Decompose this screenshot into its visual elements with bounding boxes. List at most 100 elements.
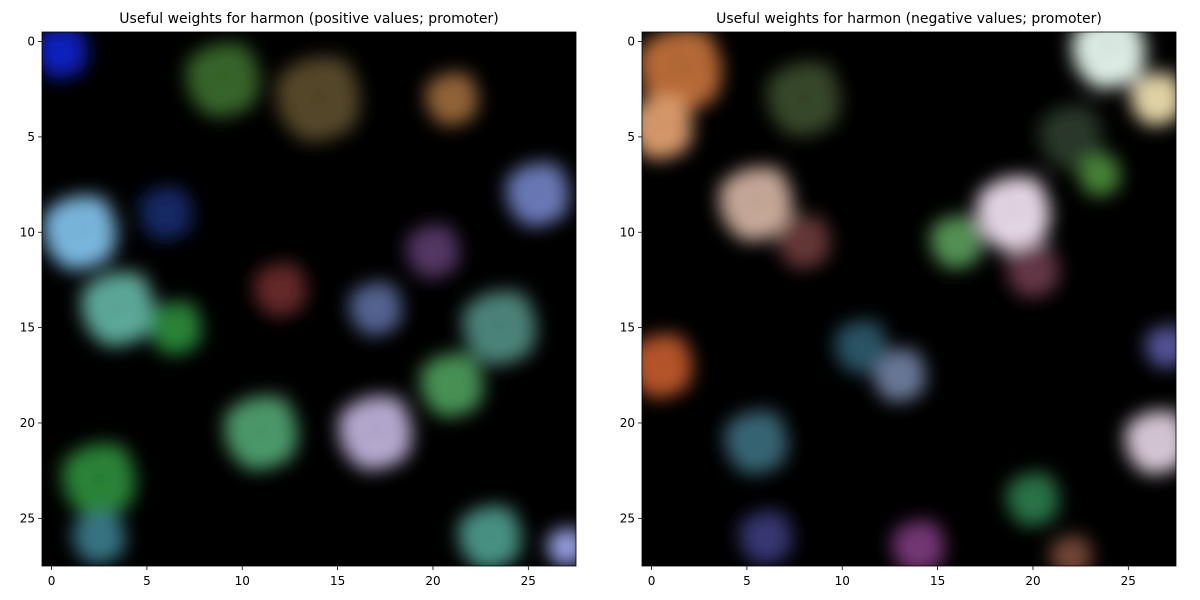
heatmap-region-16-speckle-1 xyxy=(491,535,521,565)
x-tick-label-15: 15 xyxy=(930,574,945,588)
heatmap-region-17-speckle-0 xyxy=(546,532,564,550)
heatmap-region-8-speckle-1 xyxy=(501,325,535,359)
heatmap-region-14-speckle-1 xyxy=(662,364,691,393)
heatmap-region-0-speckle-0 xyxy=(42,32,58,56)
heatmap-region-19-speckle-3 xyxy=(764,509,789,534)
heatmap-region-13-speckle-0 xyxy=(222,404,256,439)
heatmap-region-2-speckle-2 xyxy=(291,105,330,143)
x-tick-label-5: 5 xyxy=(143,574,151,588)
plot-frame xyxy=(41,31,577,567)
heatmap-region-14-speckle-0 xyxy=(60,452,94,486)
heatmap-region-12-speckle-2 xyxy=(882,379,907,403)
heatmap-region-18-speckle-2 xyxy=(415,255,440,279)
heatmap-region-16-speckle-2 xyxy=(469,542,499,566)
heatmap-region-13-speckle-2 xyxy=(844,350,868,375)
heatmap-region-3-speckle-2 xyxy=(1085,56,1119,90)
heatmap-region-12-speckle-3 xyxy=(898,347,922,372)
heatmap-region-19-speckle-1 xyxy=(767,536,791,560)
heatmap-regions xyxy=(642,32,1176,566)
heatmap-region-6-speckle-2 xyxy=(732,209,766,243)
heatmap-region-4-speckle-2 xyxy=(56,237,90,271)
heatmap-region-13-speckle-3 xyxy=(259,393,293,427)
heatmap-region-19-speckle-3 xyxy=(164,185,189,210)
y-tick-label-5: 5 xyxy=(627,130,635,144)
heatmap-region-17-speckle-3 xyxy=(565,527,576,545)
heatmap-region-7-speckle-0 xyxy=(147,307,172,332)
heatmap-region-17-speckle-1 xyxy=(1034,497,1058,522)
heatmap-region-15-speckle-0 xyxy=(723,418,752,447)
y-tick-label-25: 25 xyxy=(20,511,35,525)
heatmap-region-18-speckle-1 xyxy=(919,545,944,566)
heatmap-region-19-speckle-2 xyxy=(148,217,173,241)
heatmap-region-20-speckle-2 xyxy=(1152,349,1172,369)
heatmap-region-2-speckle-0 xyxy=(765,71,799,105)
heatmap-region-3-speckle-1 xyxy=(453,97,477,122)
heatmap-region-12-speckle-0 xyxy=(337,404,371,439)
heatmap-region-2-speckle-3 xyxy=(802,60,836,94)
heatmap-region-13-speckle-1 xyxy=(263,430,297,464)
y-tick-label-25: 25 xyxy=(620,511,635,525)
x-tick-label-5: 5 xyxy=(743,574,751,588)
heatmap-regions xyxy=(42,32,576,566)
heatmap-region-19-speckle-1 xyxy=(167,211,191,236)
heatmap-region-9-speckle-3 xyxy=(374,281,399,305)
heatmap-region-7-speckle-3 xyxy=(174,300,198,324)
heatmap-region-14-speckle-3 xyxy=(97,441,131,475)
y-tick-label-15: 15 xyxy=(20,321,35,335)
y-tick-label-20: 20 xyxy=(620,416,635,430)
heatmap-region-18-speckle-0 xyxy=(891,527,915,551)
heatmap-region-17-speckle-2 xyxy=(554,549,572,566)
heatmap-region-18-speckle-2 xyxy=(901,550,926,566)
heatmap-region-8-speckle-2 xyxy=(990,218,1024,252)
y-tick-label-5: 5 xyxy=(27,130,35,144)
heatmap-region-4-speckle-0 xyxy=(1129,79,1153,103)
heatmap-region-4-speckle-2 xyxy=(1139,102,1164,127)
heatmap-region-10-speckle-0 xyxy=(252,269,277,294)
heatmap-region-0-speckle-2 xyxy=(44,55,68,79)
heatmap-region-19-speckle-0 xyxy=(738,517,763,542)
heatmap-region-3-speckle-0 xyxy=(1070,32,1104,57)
heatmap-region-2-speckle-1 xyxy=(805,96,839,130)
heatmap-region-15-speckle-2 xyxy=(735,446,765,476)
heatmap-region-11-speckle-2 xyxy=(1086,178,1105,198)
heatmap-region-10-speckle-2 xyxy=(1015,274,1040,298)
heatmap-negative-svg: Useful weights for harmon (negative valu… xyxy=(620,11,1177,588)
heatmap-region-11-speckle-1 xyxy=(453,383,482,412)
heatmap-region-18-speckle-3 xyxy=(917,519,941,543)
heatmap-region-13-speckle-1 xyxy=(862,345,887,369)
heatmap-region-5-speckle-0 xyxy=(504,170,534,199)
heatmap-region-12-speckle-2 xyxy=(351,438,385,472)
heatmap-region-2-speckle-1 xyxy=(320,96,359,135)
heatmap-region-10-speckle-1 xyxy=(281,288,306,312)
heatmap-region-12-speckle-3 xyxy=(373,393,407,427)
heatmap-region-6-speckle-0 xyxy=(79,281,113,315)
heatmap-region-13-speckle-3 xyxy=(860,319,884,343)
heatmap-region-4-speckle-1 xyxy=(81,230,116,264)
x-tick-label-0: 0 xyxy=(648,574,656,588)
heatmap-region-1-speckle-0 xyxy=(642,103,657,133)
heatmap-region-8-speckle-1 xyxy=(1015,211,1049,245)
heatmap-region-5-speckle-0 xyxy=(1038,113,1067,142)
heatmap-region-15-speckle-0 xyxy=(71,517,96,542)
heatmap-region-10-speckle-1 xyxy=(1034,269,1058,293)
heatmap-region-9-speckle-3 xyxy=(955,214,979,238)
heatmap-region-12-speckle-1 xyxy=(900,373,925,398)
heatmap-region-5-speckle-2 xyxy=(517,198,546,228)
heatmap-region-16-speckle-2 xyxy=(1136,446,1165,476)
heatmap-region-4-speckle-0 xyxy=(42,204,75,238)
heatmap-region-15-speckle-2 xyxy=(82,541,106,565)
x-tick-label-25: 25 xyxy=(1121,574,1136,588)
heatmap-region-6-speckle-0 xyxy=(717,176,751,210)
y-tick-label-0: 0 xyxy=(627,35,635,49)
heatmap-region-0-speckle-3 xyxy=(678,32,716,64)
heatmap-region-3-speckle-0 xyxy=(424,79,449,103)
heatmap-region-16-speckle-0 xyxy=(457,513,486,543)
heatmap-region-16-speckle-3 xyxy=(488,504,517,533)
heatmap-image xyxy=(642,32,1176,566)
heatmap-positive-svg: Useful weights for harmon (positive valu… xyxy=(20,11,577,588)
heatmap-region-6-speckle-2 xyxy=(94,314,128,348)
heatmap-region-21-speckle-2 xyxy=(1057,559,1076,566)
heatmap-region-15-speckle-1 xyxy=(758,440,787,469)
heatmap-region-2-speckle-0 xyxy=(274,67,313,106)
heatmap-region-6-speckle-1 xyxy=(120,306,154,340)
